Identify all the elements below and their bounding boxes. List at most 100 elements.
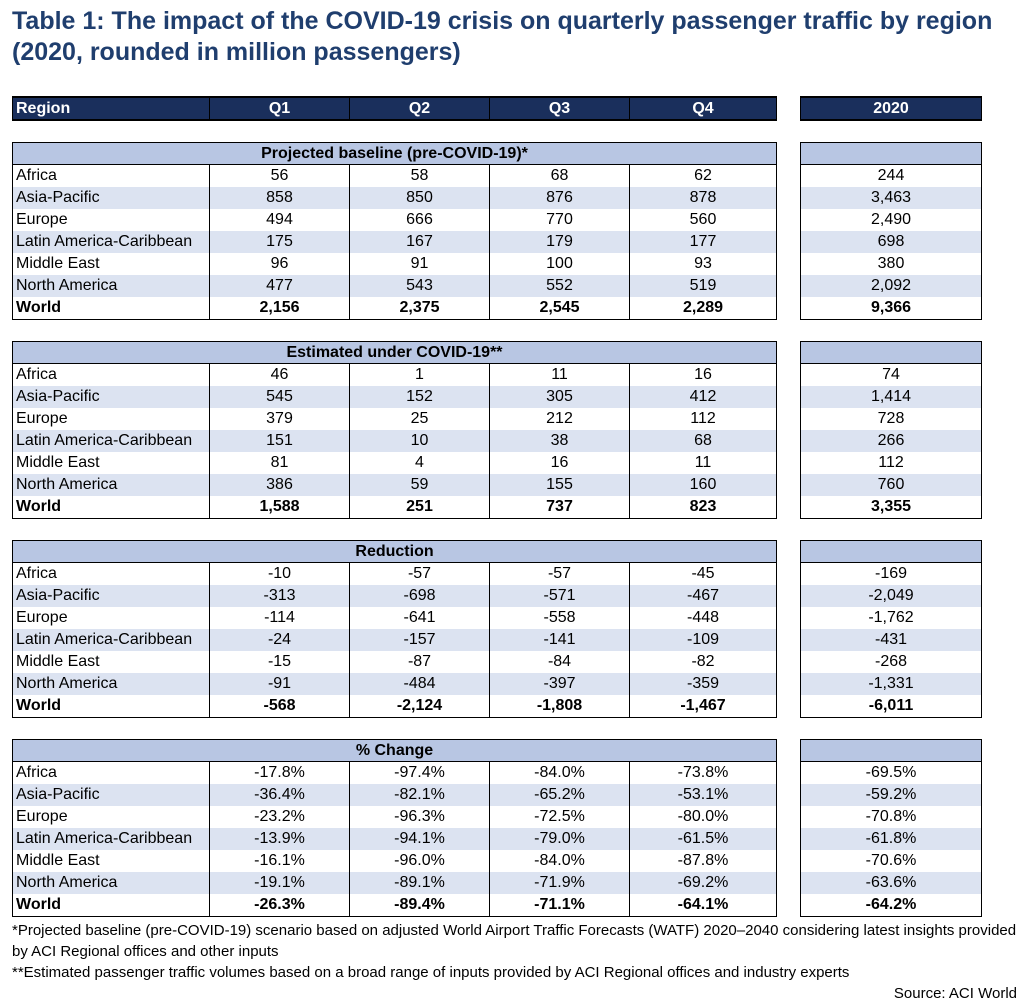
q1-cell: -114: [209, 607, 350, 629]
spacer-cell: [801, 120, 982, 143]
region-cell: Asia-Pacific: [12, 187, 210, 209]
header-q1: Q1: [209, 96, 350, 121]
year-total-cell: -1,762: [800, 607, 982, 629]
q1-cell: 96: [209, 253, 350, 275]
header-q3: Q3: [489, 96, 630, 121]
q4-cell: 412: [629, 386, 777, 408]
q1-cell: 494: [209, 209, 350, 231]
q4-cell: -69.2%: [629, 872, 777, 894]
year-total-cell: 244: [800, 164, 982, 187]
q3-cell: 16: [489, 452, 630, 474]
q2-cell: 91: [349, 253, 490, 275]
header-q2: Q2: [349, 96, 490, 121]
region-cell: Africa: [12, 562, 210, 585]
table-row: Europe -23.2% -96.3% -72.5% -80.0%: [12, 806, 777, 828]
q2-cell: 4: [349, 452, 490, 474]
q3-cell: -1,808: [489, 695, 630, 718]
spacer-cell: [13, 120, 777, 143]
q3-cell: -571: [489, 585, 630, 607]
region-cell: Latin America-Caribbean: [12, 430, 210, 452]
q4-cell: -80.0%: [629, 806, 777, 828]
table-row: 266: [800, 430, 982, 452]
annual-table: 2020 244 3,463 2,490 698 380 2,092 9,366 74 1,414…: [800, 96, 982, 917]
section-header-row: Projected baseline (pre-COVID-19)*: [12, 142, 777, 165]
q4-cell: -1,467: [629, 695, 777, 718]
q2-cell: 251: [349, 496, 490, 519]
q1-cell: 1,588: [209, 496, 350, 519]
q3-cell: 552: [489, 275, 630, 297]
year-total-cell: 3,355: [800, 496, 982, 519]
section-label: % Change: [12, 739, 777, 762]
q1-cell: 858: [209, 187, 350, 209]
q1-cell: -15: [209, 651, 350, 673]
table-row: -169: [800, 562, 982, 585]
section-label: Projected baseline (pre-COVID-19)*: [12, 142, 777, 165]
spacer-row: [801, 718, 982, 740]
region-cell: Europe: [12, 209, 210, 231]
q4-cell: 560: [629, 209, 777, 231]
q1-cell: -13.9%: [209, 828, 350, 850]
footnote-baseline: *Projected baseline (pre-COVID-19) scena…: [12, 922, 1017, 960]
q4-cell: 2,289: [629, 297, 777, 320]
year-total-cell: -431: [800, 629, 982, 651]
table-row: -70.6%: [800, 850, 982, 872]
q3-cell: 100: [489, 253, 630, 275]
q3-cell: 212: [489, 408, 630, 430]
table-row: Latin America-Caribbean -13.9% -94.1% -79.0…: [12, 828, 777, 850]
q4-cell: 112: [629, 408, 777, 430]
table-row: 244: [800, 164, 982, 187]
region-cell: Asia-Pacific: [12, 585, 210, 607]
region-cell: Latin America-Caribbean: [12, 629, 210, 651]
region-cell: Asia-Pacific: [12, 784, 210, 806]
table-row: Asia-Pacific 858 850 876 878: [12, 187, 777, 209]
header-q4: Q4: [629, 96, 777, 121]
region-cell: Africa: [12, 164, 210, 187]
q2-cell: 543: [349, 275, 490, 297]
section-header-row: [800, 142, 982, 165]
region-cell: Latin America-Caribbean: [12, 231, 210, 253]
q1-cell: -313: [209, 585, 350, 607]
year-total-cell: 698: [800, 231, 982, 253]
q2-cell: 25: [349, 408, 490, 430]
q1-cell: -36.4%: [209, 784, 350, 806]
q1-cell: -24: [209, 629, 350, 651]
table-row: -431: [800, 629, 982, 651]
section-header-row: [800, 341, 982, 364]
year-total-cell: 266: [800, 430, 982, 452]
quarterly-table: Region Q1 Q2 Q3 Q4 Projected baseline (pre-CO…: [12, 96, 777, 917]
spacer-cell: [801, 320, 982, 342]
table-row: Asia-Pacific -313 -698 -571 -467: [12, 585, 777, 607]
year-total-cell: 2,092: [800, 275, 982, 297]
table-row: Middle East -15 -87 -84 -82: [12, 651, 777, 673]
q3-cell: -84.0%: [489, 850, 630, 872]
q4-cell: -53.1%: [629, 784, 777, 806]
q3-cell: -84.0%: [489, 761, 630, 784]
q2-cell: -96.0%: [349, 850, 490, 872]
q3-cell: -397: [489, 673, 630, 695]
q4-cell: 177: [629, 231, 777, 253]
table-row: Europe -114 -641 -558 -448: [12, 607, 777, 629]
region-cell: North America: [12, 275, 210, 297]
q2-cell: 167: [349, 231, 490, 253]
q2-cell: 59: [349, 474, 490, 496]
spacer-row: [13, 320, 777, 342]
year-total-cell: 9,366: [800, 297, 982, 320]
spacer-cell: [13, 320, 777, 342]
q1-cell: -17.8%: [209, 761, 350, 784]
q3-cell: 737: [489, 496, 630, 519]
spacer-row: [13, 120, 777, 143]
table-row: 9,366: [800, 297, 982, 320]
section-header-row: Reduction: [12, 540, 777, 563]
q2-cell: -89.1%: [349, 872, 490, 894]
q2-cell: -87: [349, 651, 490, 673]
q1-cell: 545: [209, 386, 350, 408]
q1-cell: -568: [209, 695, 350, 718]
source-note: Source: ACI World: [893, 985, 1017, 1002]
q3-cell: -72.5%: [489, 806, 630, 828]
q2-cell: -82.1%: [349, 784, 490, 806]
year-total-cell: -69.5%: [800, 761, 982, 784]
table-row: 380: [800, 253, 982, 275]
q2-cell: 58: [349, 164, 490, 187]
region-cell: World: [12, 297, 210, 320]
table-row: Middle East 81 4 16 11: [12, 452, 777, 474]
